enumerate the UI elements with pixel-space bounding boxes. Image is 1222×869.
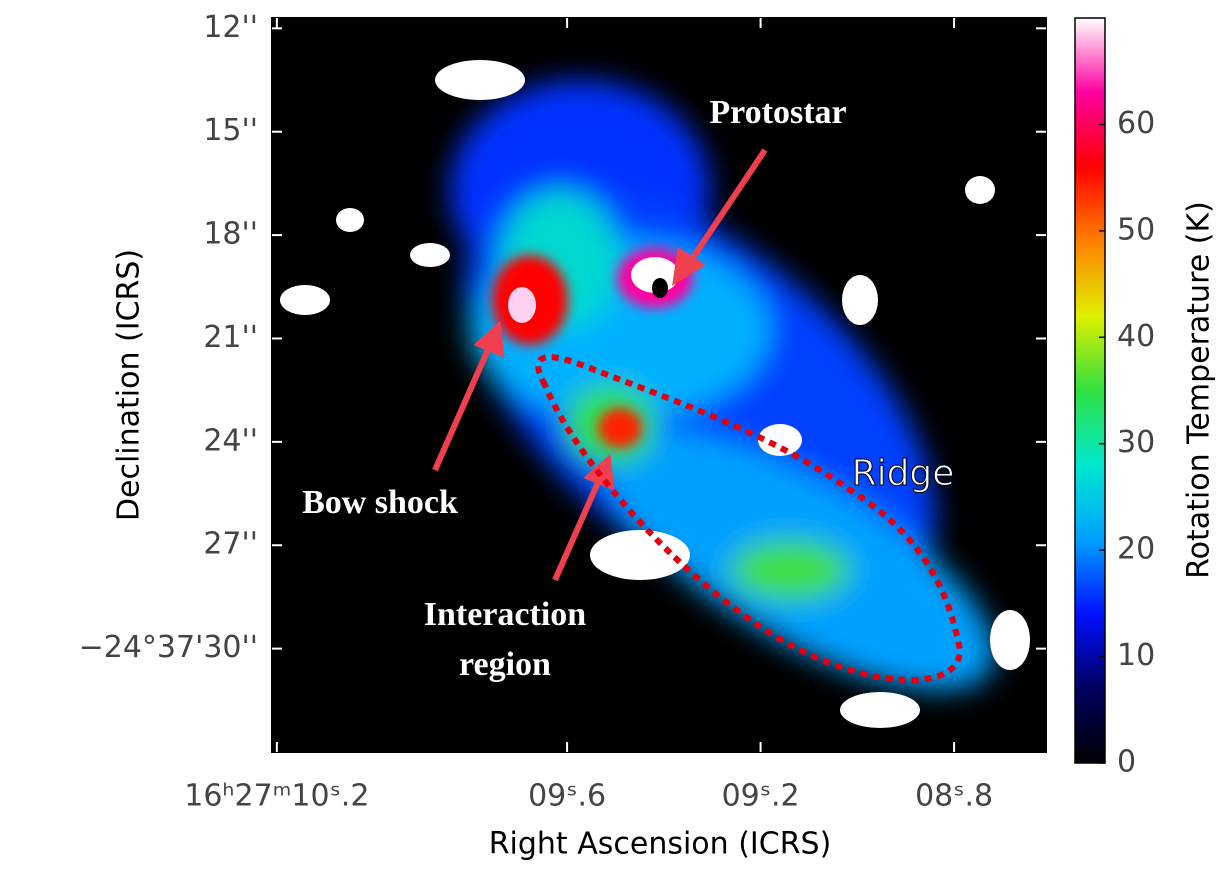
y-tick-label: 18'' bbox=[203, 217, 258, 252]
colorbar-tick-label: 60 bbox=[1117, 106, 1155, 141]
x-axis-label: Right Ascension (ICRS) bbox=[489, 827, 832, 862]
x-tick-label: 08ˢ.8 bbox=[915, 779, 993, 814]
colorbar-tick-label: 20 bbox=[1117, 532, 1155, 567]
colorbar-label: Rotation Temperature (K) bbox=[1182, 201, 1217, 579]
annotation: Protostar bbox=[709, 94, 846, 131]
annotation: Bow shock bbox=[302, 484, 458, 521]
colorbar-tick-label: 10 bbox=[1117, 638, 1155, 673]
colorbar-tick-label: 0 bbox=[1117, 745, 1136, 780]
y-axis-label: Declination (ICRS) bbox=[112, 249, 147, 521]
y-tick-label: 21'' bbox=[203, 320, 258, 355]
annotation: Interaction bbox=[424, 596, 587, 633]
annotation: region bbox=[459, 646, 551, 683]
y-tick-label: −24°37'30'' bbox=[79, 630, 258, 665]
colorbar-tick-label: 40 bbox=[1117, 319, 1155, 354]
figure: Protostar Bow shock Interaction region R… bbox=[0, 0, 1222, 865]
y-tick-label: 12'' bbox=[203, 10, 258, 45]
x-tick-label: 16ʰ27ᵐ10ˢ.2 bbox=[184, 779, 369, 814]
colorbar-tick-label: 30 bbox=[1117, 425, 1155, 460]
x-tick-label: 09ˢ.6 bbox=[528, 779, 606, 814]
x-tick-label: 09ˢ.2 bbox=[722, 779, 800, 814]
colorbar-tick-label: 50 bbox=[1117, 212, 1155, 247]
y-tick-label: 24'' bbox=[203, 423, 258, 458]
y-tick-label: 15'' bbox=[203, 113, 258, 148]
y-tick-label: 27'' bbox=[203, 527, 258, 562]
annotation: Ridge bbox=[852, 453, 955, 494]
colorbar bbox=[1075, 18, 1105, 763]
